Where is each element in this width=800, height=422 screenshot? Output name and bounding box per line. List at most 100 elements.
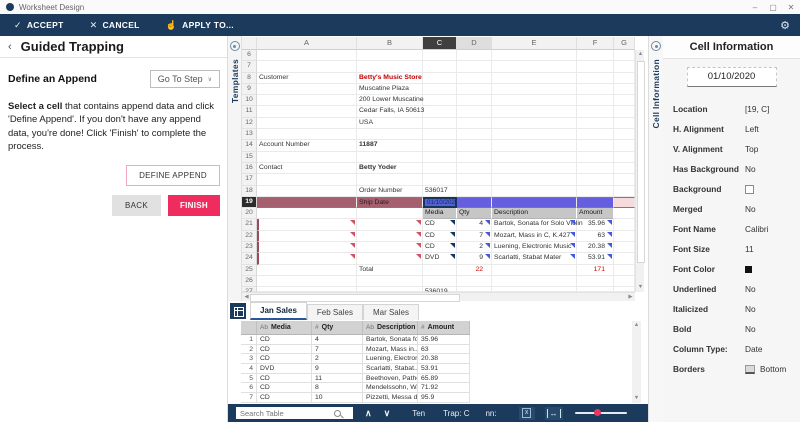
cell-A25[interactable] (257, 264, 357, 276)
cell-G27[interactable] (614, 287, 635, 292)
scroll-down-icon[interactable]: ▼ (637, 284, 644, 290)
cell-C6[interactable] (423, 50, 457, 62)
column-header-D[interactable]: D (457, 37, 492, 50)
cell-C21[interactable]: CD (423, 219, 457, 231)
row-header-22[interactable]: 22 (242, 230, 257, 243)
row-header-23[interactable]: 23 (242, 242, 257, 254)
cell-G17[interactable] (614, 174, 635, 186)
cell-C15[interactable] (423, 151, 457, 163)
cell-E6[interactable] (492, 50, 577, 62)
cell-E19[interactable] (492, 196, 577, 209)
row-header-27[interactable]: 27 (242, 287, 257, 292)
cell-A12[interactable] (257, 117, 357, 130)
cell-A7[interactable] (257, 61, 357, 73)
cell-C23[interactable]: CD (423, 242, 457, 254)
cell-E9[interactable] (492, 83, 577, 96)
table-row-number[interactable]: 3 (241, 354, 257, 365)
cell-C26[interactable] (423, 275, 457, 288)
table-row[interactable]: 4 DVD 9 Scarlatti, Stabat... 53.91 (241, 364, 470, 374)
cell-D24[interactable]: 9 (457, 253, 492, 265)
cell-G6[interactable] (614, 50, 635, 62)
cell-E27[interactable] (492, 287, 577, 292)
maximize-icon[interactable]: ▢ (769, 2, 777, 12)
cell-F21[interactable]: 35.96 (577, 219, 614, 231)
apply-to-button[interactable]: ☝ APPLY TO... (165, 19, 234, 31)
column-header-E[interactable]: E (492, 37, 577, 50)
row-header-15[interactable]: 15 (242, 151, 257, 163)
close-icon[interactable]: ✕ (787, 2, 795, 12)
cell-D22[interactable]: 7 (457, 230, 492, 243)
cell-G14[interactable] (614, 140, 635, 152)
cell-F8[interactable] (577, 72, 614, 84)
cell-G8[interactable] (614, 72, 635, 84)
column-header-F[interactable]: F (577, 37, 614, 50)
cell-B8[interactable]: Betty's Music Store (357, 72, 423, 84)
cell-B9[interactable]: Muscatine Plaza (357, 83, 423, 96)
cell-information-collapsed-tab[interactable]: Cell Information (648, 36, 663, 422)
cell-E17[interactable] (492, 174, 577, 186)
cell-F15[interactable] (577, 151, 614, 163)
scroll-up-icon[interactable]: ▲ (637, 51, 644, 57)
table-row-number[interactable]: 4 (241, 364, 257, 374)
finish-button[interactable]: FINISH (167, 195, 220, 217)
table-cell[interactable]: CD (257, 393, 312, 403)
row-header-7[interactable]: 7 (242, 61, 257, 73)
tab-feb-sales[interactable]: Feb Sales (306, 304, 363, 320)
table-row[interactable]: 2 CD 7 Mozart, Mass in... 63 (241, 344, 470, 355)
table-vertical-scrollbar[interactable]: ▲ ▼ (632, 321, 641, 403)
cell-G24[interactable] (614, 253, 635, 265)
cell-G20[interactable] (614, 208, 635, 220)
cell-D17[interactable] (457, 174, 492, 186)
expand-panel-icon[interactable] (229, 41, 240, 51)
table-cell[interactable]: 53.91 (418, 364, 470, 374)
cell-C10[interactable] (423, 95, 457, 107)
cell-A18[interactable] (257, 185, 357, 197)
cell-F23[interactable]: 20.38 (577, 242, 614, 254)
table-row-number[interactable]: 7 (241, 393, 257, 403)
table-cell[interactable]: Scarlatti, Stabat... (363, 364, 418, 374)
cell-C8[interactable] (423, 72, 457, 84)
cell-A19[interactable] (257, 196, 357, 209)
cell-G15[interactable] (614, 151, 635, 163)
cell-D7[interactable] (457, 61, 492, 73)
cell-F17[interactable] (577, 174, 614, 186)
column-header-B[interactable]: B (357, 37, 423, 50)
cell-C24[interactable]: DVD (423, 253, 457, 265)
row-header-11[interactable]: 11 (242, 106, 257, 118)
cell-B20[interactable] (357, 208, 423, 220)
cell-B25[interactable]: Total (357, 264, 423, 276)
cell-C19[interactable]: 01/10/2020 (423, 196, 459, 209)
zoom-slider[interactable] (574, 409, 627, 417)
cell-E23[interactable]: Luening, Electronic Music (492, 242, 577, 254)
scroll-left-icon[interactable]: ◀ (244, 294, 249, 300)
row-header-6[interactable]: 6 (242, 50, 257, 62)
cell-E14[interactable] (492, 140, 577, 152)
search-prev-icon[interactable]: ∧ (365, 407, 372, 418)
cell-F19[interactable] (577, 196, 614, 209)
accept-button[interactable]: ✓ ACCEPT (14, 19, 64, 31)
sheet-horizontal-scrollbar[interactable]: ◀ ▶ (242, 292, 635, 302)
row-header-18[interactable]: 18 (242, 185, 257, 197)
cell-F25[interactable]: 171 (577, 264, 614, 276)
cell-E24[interactable]: Scarlatti, Stabat Mater (492, 253, 577, 265)
cell-G19[interactable] (614, 196, 635, 209)
table-row-number[interactable]: 5 (241, 373, 257, 384)
cell-D18[interactable] (457, 185, 492, 197)
cell-C11[interactable] (423, 106, 457, 118)
scrollbar-thumb[interactable] (637, 61, 645, 263)
cell-A11[interactable] (257, 106, 357, 118)
cell-A22[interactable] (257, 230, 357, 243)
table-cell[interactable]: DVD (257, 364, 312, 374)
define-append-button[interactable]: DEFINE APPEND (126, 165, 220, 187)
row-header-25[interactable]: 25 (242, 264, 257, 276)
column-header-A[interactable]: A (257, 37, 357, 50)
table-row-number[interactable]: 2 (241, 344, 257, 355)
cell-D25[interactable]: 22 (457, 264, 492, 276)
table-cell[interactable]: Luening, Electroni... (363, 354, 418, 365)
cell-D15[interactable] (457, 151, 492, 163)
cell-E18[interactable] (492, 185, 577, 197)
cell-D14[interactable] (457, 140, 492, 152)
